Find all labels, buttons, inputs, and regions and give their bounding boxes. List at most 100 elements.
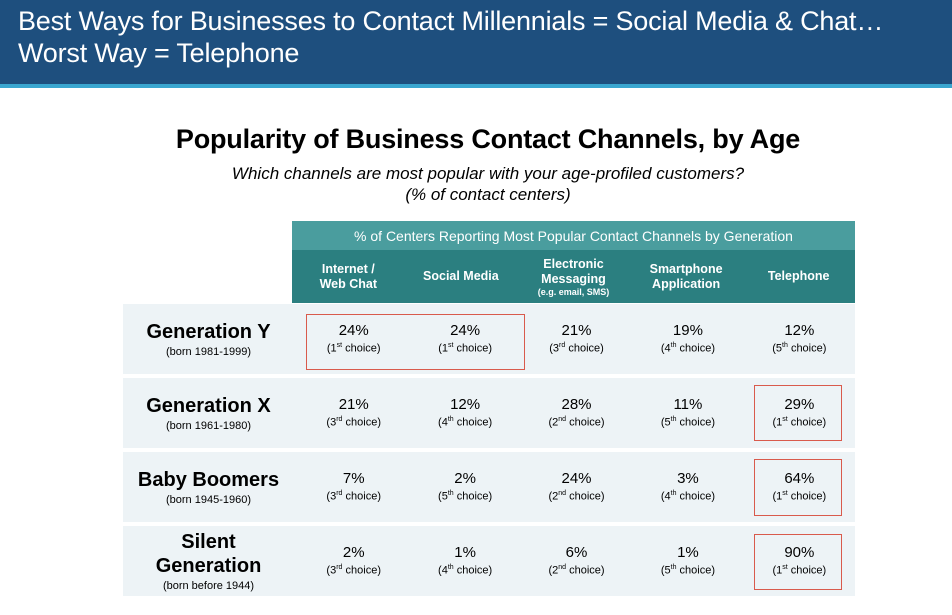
generation-name: Generation X [146, 395, 271, 417]
row-cells: 24% (1st choice) 24% (1st choice) 21% (3rd ch… [298, 304, 855, 374]
rank-suffix: th [670, 564, 677, 572]
choice-word: choice [456, 490, 489, 503]
row-label: Generation Y (born 1981-1999) [123, 304, 294, 374]
choice-word: choice [569, 416, 601, 429]
percent-value: 21% [338, 396, 369, 414]
percent-value: 3% [677, 470, 699, 488]
chart-subtitle-line-1: Which channels are most popular with you… [231, 164, 745, 183]
table-row: Generation Y (born 1981-1999) 24% (1st choi… [123, 304, 855, 374]
slide-title-line-1: Best Ways for Businesses to Contact Mill… [18, 6, 884, 36]
percent-value: 64% [784, 470, 815, 488]
slide-title-line-2: Worst Way = Telephone [18, 38, 300, 68]
table-cell: 21% (3rd choice) [298, 378, 409, 448]
rank-suffix: th [447, 416, 454, 424]
choice-rank: (1st choice) [326, 342, 381, 355]
rank-suffix: rd [336, 564, 343, 572]
choice-word: choice [345, 342, 377, 355]
percent-value: 1% [677, 544, 699, 562]
generation-name: Generation Y [146, 321, 271, 343]
table-cell: 64% (1st choice) [744, 452, 855, 522]
highlight-box-boomers-telephone [754, 459, 842, 516]
choice-rank: (5th choice) [660, 416, 715, 429]
column-header-smartphone-app: Smartphone Application [630, 250, 743, 303]
row-label: Silent Generation (born before 1944) [123, 526, 294, 596]
rank-ordinal: 4 [664, 490, 671, 503]
choice-rank: (4th choice) [660, 490, 715, 503]
table-row: Baby Boomers (born 1945-1960) 7% (3rd choic… [123, 452, 855, 522]
rank-suffix: rd [336, 416, 343, 424]
choice-rank: (4th choice) [660, 342, 715, 355]
choice-word: choice [569, 564, 601, 577]
choice-rank: (5th choice) [772, 342, 827, 355]
table-cell: 6% (2nd choice) [521, 526, 632, 596]
rank-ordinal: 3 [330, 416, 337, 429]
choice-rank: (5th choice) [438, 490, 493, 503]
percent-value: 12% [784, 322, 815, 340]
rank-ordinal: 3 [330, 490, 337, 503]
percent-value: 19% [672, 322, 703, 340]
percent-value: 11% [673, 396, 703, 414]
table-cell: 19% (4th choice) [632, 304, 743, 374]
choice-word: choice [569, 490, 601, 503]
percent-value: 21% [561, 322, 592, 340]
table-cell: 24% (2nd choice) [521, 452, 632, 522]
choice-word: choice [790, 564, 823, 577]
birth-year-range: (born 1981-1999) [165, 346, 251, 358]
table-cell: 11% (5th choice) [632, 378, 743, 448]
choice-rank: (2nd choice) [548, 490, 605, 503]
rank-ordinal: 1 [330, 342, 337, 355]
rank-ordinal: 1 [441, 342, 449, 355]
rank-ordinal: 2 [552, 490, 559, 503]
percent-value: 1% [454, 544, 476, 562]
choice-word: choice [679, 342, 712, 355]
choice-rank: (2nd choice) [548, 564, 605, 577]
birth-year-range: (born 1961-1980) [165, 420, 251, 432]
table-cell: 7% (3rd choice) [298, 452, 409, 522]
highlight-box-silent-telephone [754, 534, 842, 590]
table-row: Generation X (born 1961-1980) 21% (3rd choi… [123, 378, 855, 448]
choice-rank: (3rd choice) [326, 416, 381, 429]
slide-header: Best Ways for Businesses to Contact Mill… [0, 0, 952, 84]
percent-value: 2% [342, 544, 365, 562]
rank-suffix: nd [558, 490, 567, 498]
rank-suffix: st [782, 416, 788, 424]
choice-rank: (2nd choice) [548, 416, 605, 429]
rank-ordinal: 4 [441, 564, 448, 577]
choice-word: choice [345, 564, 378, 577]
percent-value: 29% [784, 396, 815, 414]
table-cell: 2% (5th choice) [409, 452, 520, 522]
table-cell: 1% (5th choice) [632, 526, 743, 596]
table-cell: 90% (1st choice) [744, 526, 855, 596]
table-cell: 21% (3rd choice) [521, 304, 632, 374]
column-header-electronic-messaging: Electronic Messaging (e.g. email, SMS) [517, 250, 630, 303]
choice-word: choice [790, 490, 823, 503]
rank-ordinal: 5 [441, 490, 448, 503]
rank-ordinal: 2 [552, 564, 559, 577]
percent-value: 6% [565, 544, 588, 562]
choice-rank: (1st choice) [772, 490, 827, 503]
chart-title: Popularity of Business Contact Channels,… [175, 124, 801, 154]
column-header-line: Telephone [767, 269, 830, 283]
column-header-line: Social Media [423, 269, 499, 283]
table-cell: 12% (5th choice) [744, 304, 855, 374]
column-header-line: Messaging [541, 271, 606, 286]
table-cell: 3% (4th choice) [632, 452, 743, 522]
rank-suffix: rd [336, 490, 343, 498]
percent-value: 24% [450, 322, 481, 340]
percent-value: 7% [342, 470, 365, 488]
highlight-box-gen-y-top-choices [306, 314, 525, 370]
row-cells: 7% (3rd choice) 2% (5th choice) 24% (2nd choi… [298, 452, 855, 522]
rank-suffix: th [670, 342, 677, 350]
generation-name: Baby Boomers [137, 469, 280, 491]
rank-ordinal: 5 [664, 416, 671, 429]
table-cell: 2% (3rd choice) [298, 526, 409, 596]
choice-rank: (1st choice) [438, 342, 492, 355]
birth-year-range: (born 1945-1960) [165, 494, 251, 506]
birth-year-range: (born before 1944) [162, 580, 255, 592]
choice-rank: (4th choice) [438, 564, 493, 577]
column-header-web-chat: Internet / Web Chat [292, 250, 405, 303]
choice-word: choice [345, 416, 378, 429]
choice-word: choice [456, 416, 489, 429]
column-header-line: Web Chat [319, 276, 377, 291]
choice-word: choice [790, 342, 823, 355]
